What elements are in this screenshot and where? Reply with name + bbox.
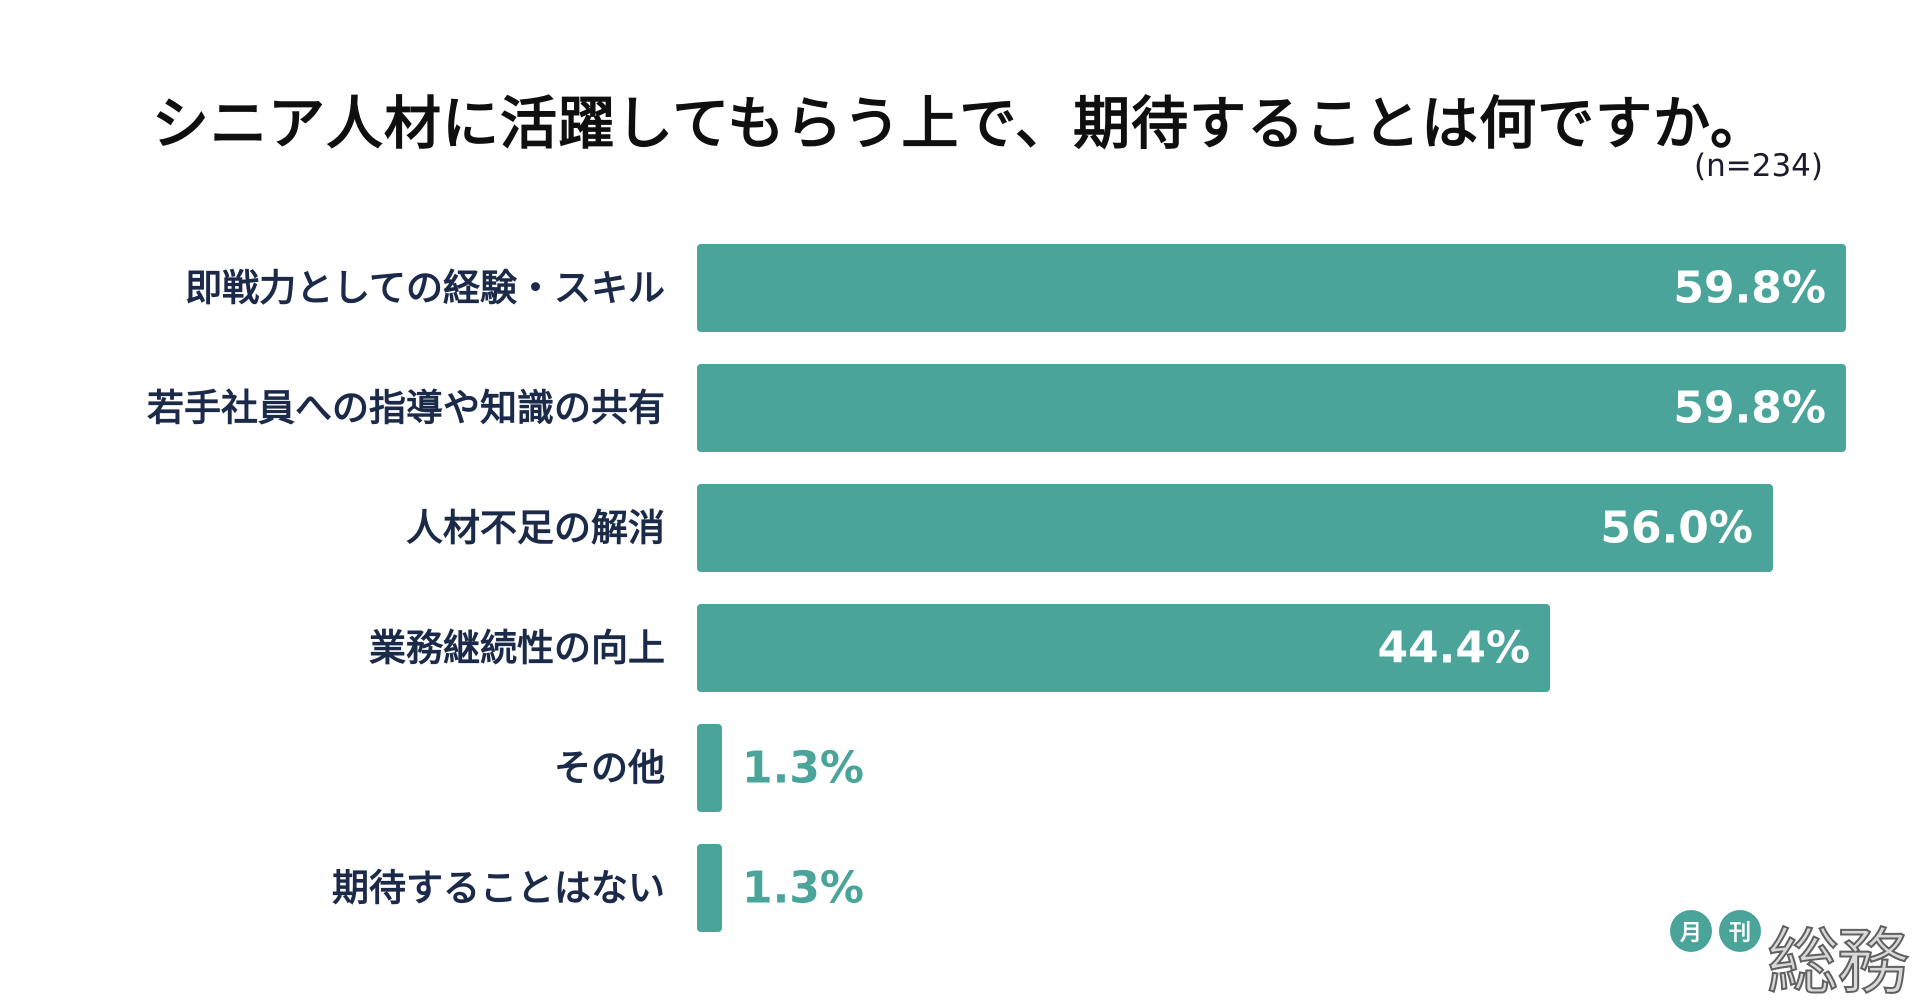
value-label: 59.8% [1673, 383, 1826, 434]
category-label: 即戦力としての経験・スキル [185, 267, 665, 310]
bar [697, 844, 722, 932]
value-label: 56.0% [1600, 503, 1753, 554]
category-label: 業務継続性の向上 [369, 627, 665, 670]
bar [697, 364, 1846, 452]
sample-size-note: (n=234) [1694, 148, 1823, 184]
category-label: その他 [554, 747, 665, 790]
category-label: 若手社員への指導や知識の共有 [147, 387, 665, 430]
bar [697, 604, 1551, 692]
value-label: 44.4% [1377, 623, 1530, 674]
value-label: 59.8% [1673, 263, 1826, 314]
chart-title: シニア人材に活躍してもらう上で、期待することは何ですか。 [151, 91, 1769, 157]
bar [697, 724, 722, 812]
category-label: 人材不足の解消 [406, 507, 665, 550]
bar [697, 244, 1846, 332]
logo-wordmark: 総務 [1766, 919, 1910, 1005]
logo-circle-issue: 刊 [1719, 910, 1761, 952]
value-label: 1.3% [742, 743, 864, 794]
value-label: 1.3% [742, 863, 864, 914]
publisher-logo: 月 刊 総務 [1662, 903, 1910, 1005]
bar [697, 484, 1773, 572]
category-label: 期待することはない [332, 867, 665, 910]
logo-circle-month: 月 [1670, 910, 1712, 952]
